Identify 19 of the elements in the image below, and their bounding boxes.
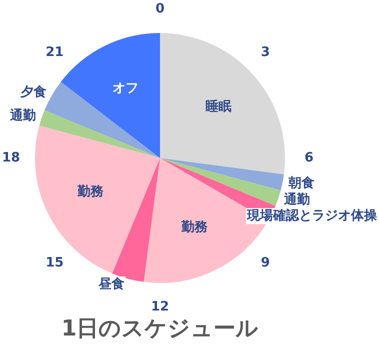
- slice-label: 朝食: [288, 176, 315, 191]
- text: 1日のスケジュール: [61, 316, 259, 342]
- text: 18: [2, 150, 20, 166]
- slice-label: 勤務: [180, 220, 208, 235]
- text: 12: [150, 299, 170, 314]
- text: 15: [46, 256, 64, 271]
- text: 0: [155, 1, 165, 16]
- slice-label: 現場確認とラジオ体操: [246, 207, 378, 224]
- text: 6: [304, 150, 314, 166]
- slice-label: 通勤: [283, 191, 310, 208]
- slice-label: 勤務: [76, 184, 104, 200]
- slice-label: オフ: [112, 80, 139, 96]
- slice-label: 昼食: [98, 276, 125, 292]
- text: 3: [260, 45, 270, 60]
- text: 9: [260, 256, 270, 271]
- slice-label: 通勤: [8, 107, 36, 124]
- slice-label: 夕食: [19, 84, 46, 100]
- text: 21: [46, 45, 64, 60]
- slice-label: 睡眠: [205, 98, 232, 114]
